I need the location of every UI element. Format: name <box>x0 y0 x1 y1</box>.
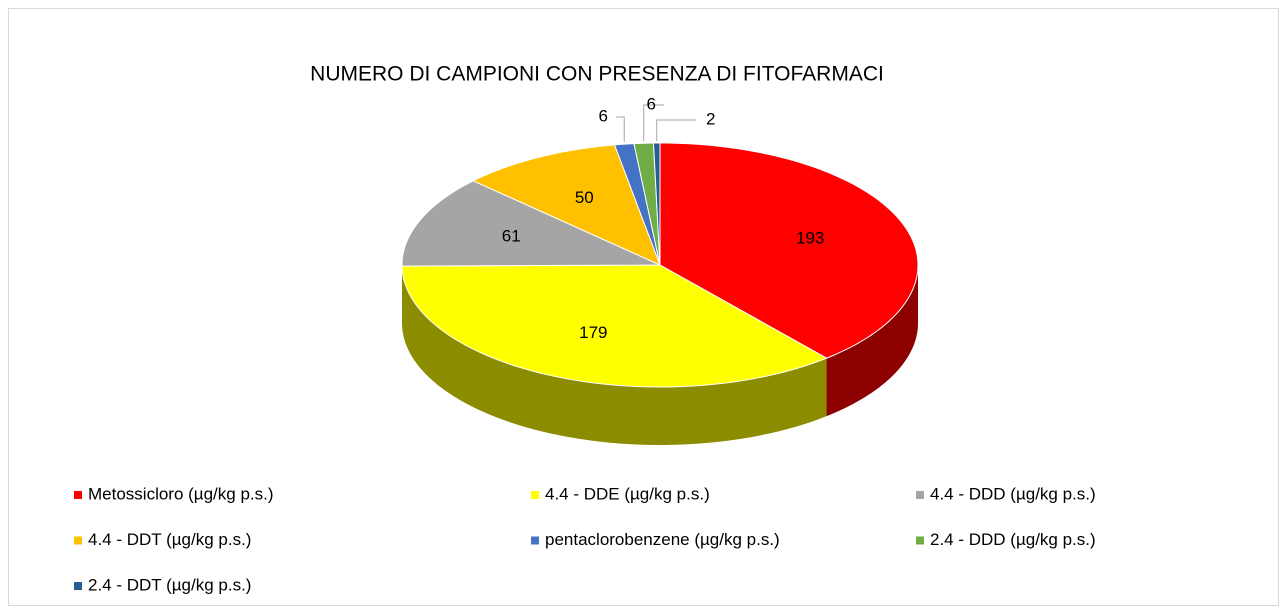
leader-line <box>616 116 625 143</box>
data-label: 6 <box>599 106 608 125</box>
legend-label: 4.4 - DDE (µg/kg p.s.) <box>545 484 710 503</box>
pie-slice <box>613 143 661 266</box>
legend-label: Metossicloro (µg/kg p.s.) <box>88 484 274 503</box>
legend-swatch <box>74 536 82 545</box>
data-label: 50 <box>575 188 594 207</box>
legend-label: pentaclorobenzene (µg/kg p.s.) <box>545 530 780 549</box>
pie-slice <box>401 264 828 388</box>
data-label: 61 <box>502 227 521 246</box>
legend-label: 4.4 - DDD (µg/kg p.s.) <box>930 484 1096 503</box>
data-label: 193 <box>796 228 824 247</box>
pie-side <box>826 265 918 417</box>
data-label: 2 <box>706 109 715 128</box>
legend-swatch <box>74 582 82 590</box>
pie-tops <box>401 142 919 388</box>
legend: Metossicloro (µg/kg p.s.) 4.4 - DDE (µg/k… <box>74 484 1096 594</box>
legend-swatch <box>916 536 924 545</box>
leader-line <box>656 119 696 142</box>
legend-label: 4.4 - DDT (µg/kg p.s.) <box>88 530 251 549</box>
legend-label: 2.4 - DDD (µg/kg p.s.) <box>930 530 1096 549</box>
pie-slice <box>472 144 661 266</box>
pie-slice <box>401 180 661 267</box>
data-label: 6 <box>647 94 656 113</box>
data-labels: 193 179 61 50 6 6 2 <box>502 94 825 342</box>
legend-label: 2.4 - DDT (µg/kg p.s.) <box>88 575 251 594</box>
chart-title: NUMERO DI CAMPIONI CON PRESENZA DI FITOF… <box>310 63 884 86</box>
legend-swatch <box>916 491 924 499</box>
legend-swatch <box>531 536 539 545</box>
legend-swatch <box>74 491 82 499</box>
pie-sides <box>402 265 918 445</box>
pie-side <box>402 266 827 445</box>
leader-line <box>643 104 664 142</box>
pie-slice <box>652 142 661 266</box>
legend-swatch <box>531 491 539 499</box>
pie-slice <box>659 142 919 359</box>
pie-slice <box>633 142 661 266</box>
data-label: 179 <box>579 323 607 342</box>
